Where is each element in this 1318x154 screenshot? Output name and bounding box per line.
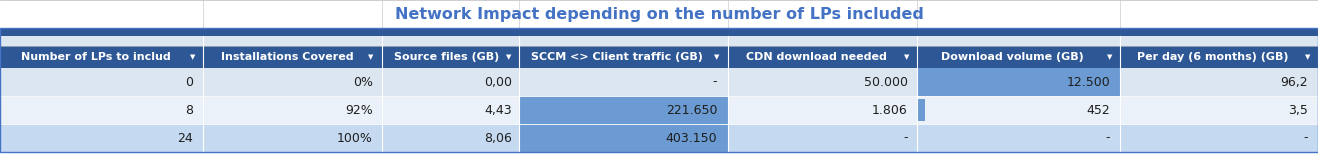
Bar xyxy=(0,28,1318,152)
Text: -: - xyxy=(1304,132,1307,144)
Bar xyxy=(0,36,1318,46)
Text: ▼: ▼ xyxy=(714,54,720,60)
Text: SCCM <> Client traffic (GB): SCCM <> Client traffic (GB) xyxy=(531,52,702,62)
Bar xyxy=(0,28,1318,36)
Text: ▼: ▼ xyxy=(904,54,909,60)
Text: 1.806: 1.806 xyxy=(873,103,908,116)
Text: 0,00: 0,00 xyxy=(484,75,513,89)
Text: 100%: 100% xyxy=(337,132,373,144)
Text: ▼: ▼ xyxy=(190,54,195,60)
Text: 452: 452 xyxy=(1086,103,1110,116)
Bar xyxy=(917,99,925,121)
Text: -: - xyxy=(903,132,908,144)
Text: CDN download needed: CDN download needed xyxy=(746,52,887,62)
Text: 50.000: 50.000 xyxy=(863,75,908,89)
Text: 0%: 0% xyxy=(353,75,373,89)
Text: 4,43: 4,43 xyxy=(485,103,513,116)
Bar xyxy=(519,96,728,124)
Bar xyxy=(0,46,1318,68)
Text: -: - xyxy=(713,75,717,89)
Text: Download volume (GB): Download volume (GB) xyxy=(941,52,1083,62)
Text: 96,2: 96,2 xyxy=(1281,75,1307,89)
Text: 24: 24 xyxy=(178,132,192,144)
Bar xyxy=(0,68,1318,96)
Text: 8,06: 8,06 xyxy=(484,132,513,144)
Text: Per day (6 months) (GB): Per day (6 months) (GB) xyxy=(1137,52,1289,62)
Text: ▼: ▼ xyxy=(369,54,374,60)
Text: Source files (GB): Source files (GB) xyxy=(394,52,498,62)
Text: 12.500: 12.500 xyxy=(1066,75,1110,89)
Text: Number of LPs to includ: Number of LPs to includ xyxy=(21,52,170,62)
Bar xyxy=(917,68,1120,96)
Text: -: - xyxy=(1106,132,1110,144)
Text: 221.650: 221.650 xyxy=(666,103,717,116)
Bar xyxy=(0,96,1318,124)
Text: 92%: 92% xyxy=(345,103,373,116)
Text: Network Impact depending on the number of LPs included: Network Impact depending on the number o… xyxy=(394,6,924,22)
Text: 3,5: 3,5 xyxy=(1288,103,1307,116)
Text: Installations Covered: Installations Covered xyxy=(220,52,353,62)
Text: 8: 8 xyxy=(185,103,192,116)
Bar xyxy=(0,124,1318,152)
Text: ▼: ▼ xyxy=(1305,54,1310,60)
Text: ▼: ▼ xyxy=(506,54,511,60)
Text: ▼: ▼ xyxy=(1107,54,1112,60)
Text: 0: 0 xyxy=(185,75,192,89)
Text: 403.150: 403.150 xyxy=(666,132,717,144)
Bar xyxy=(519,124,728,152)
Bar xyxy=(0,0,1318,28)
